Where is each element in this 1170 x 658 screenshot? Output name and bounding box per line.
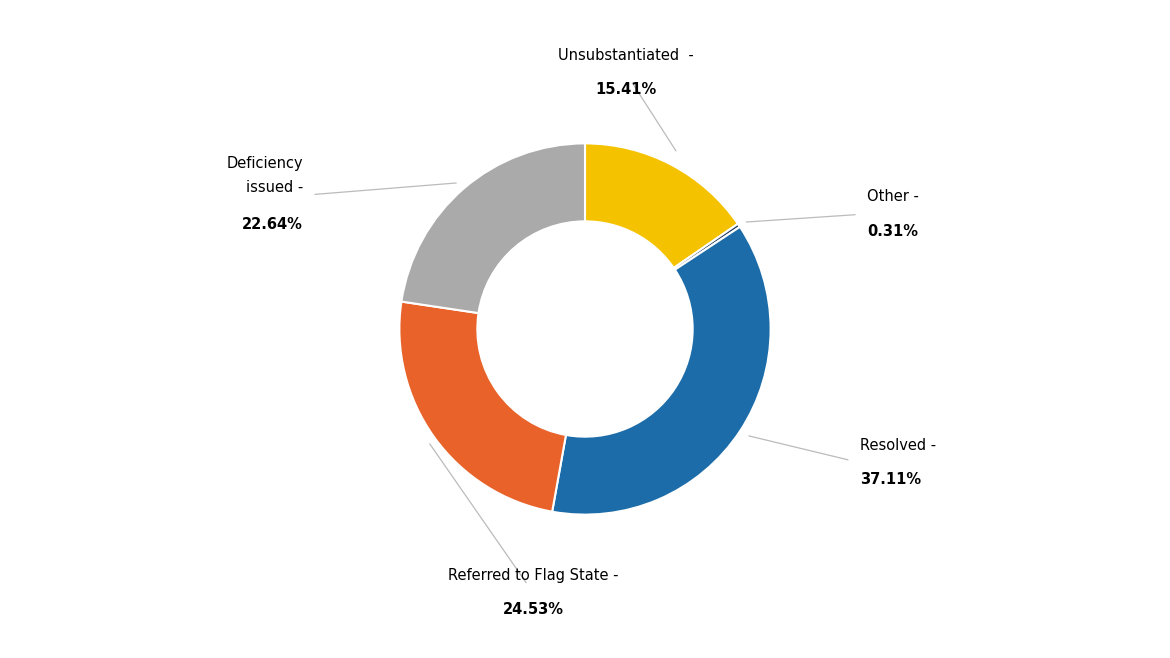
Wedge shape — [585, 143, 738, 268]
Text: Deficiency: Deficiency — [226, 156, 303, 171]
Text: 15.41%: 15.41% — [596, 82, 656, 97]
Text: Resolved -: Resolved - — [860, 438, 936, 453]
Wedge shape — [401, 143, 585, 313]
Wedge shape — [552, 227, 771, 515]
Text: Unsubstantiated  -: Unsubstantiated - — [558, 48, 694, 63]
Wedge shape — [674, 224, 739, 270]
Text: 24.53%: 24.53% — [503, 602, 564, 617]
Text: 22.64%: 22.64% — [242, 217, 303, 232]
Text: Referred to Flag State -: Referred to Flag State - — [448, 568, 618, 583]
Wedge shape — [399, 301, 566, 512]
Text: 37.11%: 37.11% — [860, 472, 921, 488]
Text: issued -: issued - — [246, 180, 303, 195]
Text: 0.31%: 0.31% — [867, 224, 918, 239]
Text: Other -: Other - — [867, 190, 918, 204]
